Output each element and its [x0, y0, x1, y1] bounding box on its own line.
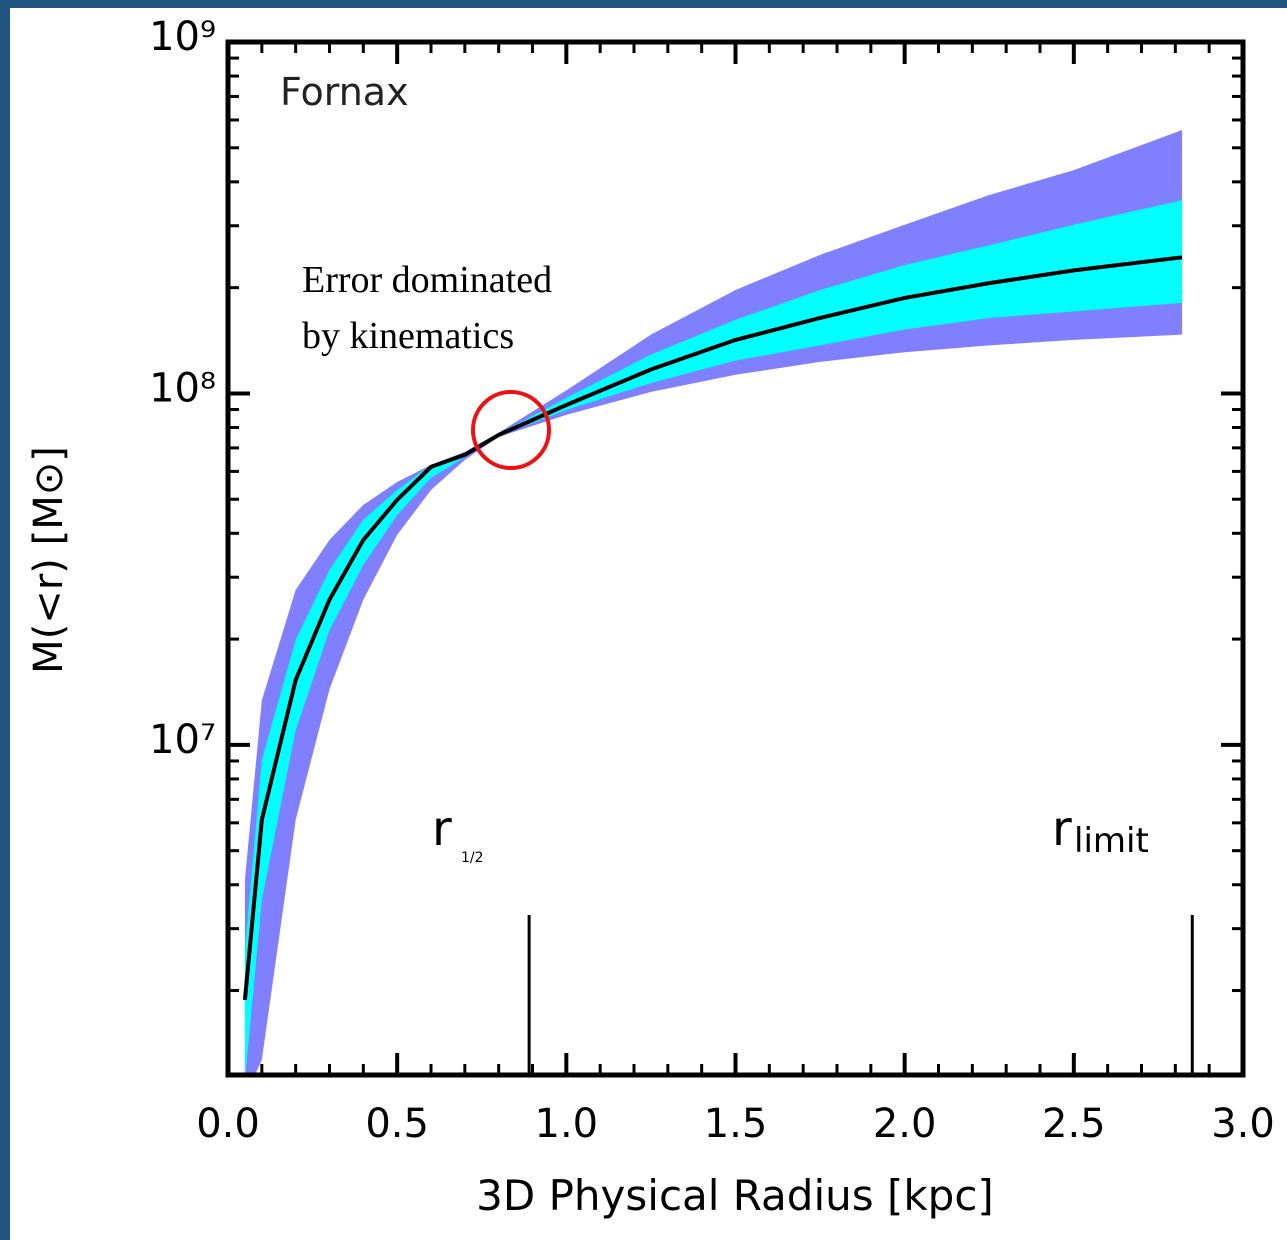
highlight-circle	[471, 390, 551, 470]
x-tick-label: 0.5	[365, 1101, 429, 1147]
annotation: Error dominated	[302, 259, 552, 301]
y-tick-label: 10⁸	[149, 365, 216, 411]
annotation: by kinematics	[302, 315, 514, 357]
y-tick-label: 10⁹	[149, 14, 216, 60]
marker-label: r	[1052, 801, 1072, 857]
x-axis-label: 3D Physical Radius [kpc]	[476, 1171, 994, 1220]
x-tick-label: 1.5	[704, 1101, 768, 1147]
x-tick-label: 2.0	[873, 1101, 937, 1147]
marker-sub: 1/2	[461, 850, 484, 866]
band	[244, 200, 1183, 1075]
x-tick-label: 2.5	[1042, 1101, 1106, 1147]
y-tick-label: 10⁷	[149, 717, 216, 763]
plot-area	[242, 129, 1183, 1075]
x-tick-label: 1.0	[535, 1101, 599, 1147]
x-tick-label: 0.0	[196, 1101, 260, 1147]
mean-line	[242, 255, 1183, 1001]
x-tick-label: 3.0	[1211, 1101, 1275, 1147]
y-axis-label: M(<r) [M⊙]	[26, 446, 72, 674]
galaxy-label: Fornax	[280, 70, 409, 114]
marker-label: r	[432, 801, 452, 857]
marker-sub: limit	[1074, 821, 1149, 861]
